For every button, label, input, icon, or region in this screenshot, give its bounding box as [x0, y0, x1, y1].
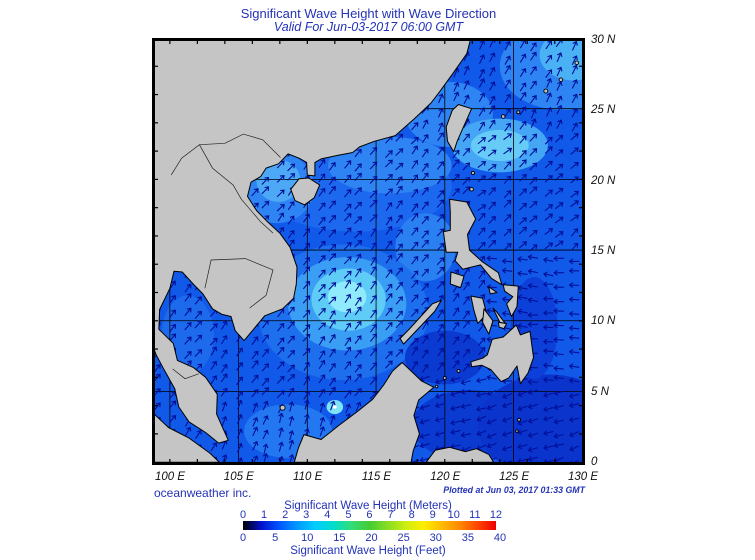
plotted-timestamp: Plotted at Jun 03, 2017 01:33 GMT	[443, 485, 585, 495]
credit-text: oceanweather inc.	[154, 486, 252, 500]
feet-tick-label: 35	[461, 532, 474, 544]
latitude-tick-label: 5 N	[591, 385, 609, 398]
page-title: Significant Wave Height with Wave Direct…	[240, 6, 497, 21]
legend-feet-title: Significant Wave Height (Feet)	[290, 545, 446, 557]
longitude-tick-label: 110 E	[293, 471, 323, 483]
latitude-tick-label: 20 N	[591, 174, 616, 187]
longitude-tick-label: 105 E	[223, 471, 254, 483]
feet-tick-label: 20	[365, 532, 378, 544]
feet-tick-label: 5	[272, 532, 279, 544]
wave-height-map	[152, 38, 585, 465]
legend-meters-ticks: 0 1 2 3 4 5 6 7 8 9 10 11 12	[235, 509, 504, 521]
meters-tick-label: 3	[303, 509, 310, 521]
valid-time-subtitle: Valid For Jun-03-2017 06:00 GMT	[273, 20, 464, 34]
meters-tick-label: 9	[429, 509, 436, 521]
meters-tick-label: 4	[324, 509, 331, 521]
meters-tick-label: 8	[408, 509, 415, 521]
meters-tick-label: 10	[447, 509, 460, 521]
latitude-tick-label: 15 N	[591, 244, 616, 257]
feet-tick-label: 15	[333, 532, 346, 544]
meters-tick-label: 11	[469, 509, 481, 521]
latitude-tick-label: 0	[591, 455, 598, 468]
latitude-tick-label: 10 N	[591, 315, 616, 328]
longitude-tick-label: 100 E	[154, 471, 186, 483]
longitude-tick-label: 115 E	[361, 471, 392, 483]
legend-feet-ticks: 0 5 10 15 20 25 30 35 40	[233, 532, 510, 544]
longitude-tick-label: 125 E	[499, 471, 530, 483]
latitude-tick-label: 30 N	[591, 34, 616, 46]
feet-tick-label: 10	[301, 532, 314, 544]
feet-tick-label: 30	[429, 532, 442, 544]
legend-meters-title: Significant Wave Height (Meters)	[284, 500, 452, 512]
longitude-tick-label: 130 E	[567, 471, 598, 483]
meters-tick-label: 6	[366, 509, 373, 521]
longitude-tick-label: 120 E	[430, 471, 461, 483]
feet-tick-label: 0	[239, 532, 247, 544]
longitude-axis: 100 E 105 E 110 E 115 E 120 E 125 E 130 E	[150, 471, 603, 483]
meters-tick-label: 1	[261, 509, 268, 521]
colorbar	[243, 521, 496, 530]
meters-tick-label: 12	[489, 509, 503, 521]
latitude-axis: 30 N 25 N 20 N 15 N 10 N 5 N 0	[591, 33, 615, 469]
meters-tick-label: 7	[387, 509, 394, 521]
latitude-tick-label: 25 N	[591, 104, 616, 117]
meters-tick-label: 0	[239, 509, 247, 521]
meters-tick-label: 5	[345, 509, 352, 521]
feet-tick-label: 25	[397, 532, 410, 544]
feet-tick-label: 40	[493, 532, 507, 544]
meters-tick-label: 2	[282, 509, 289, 521]
